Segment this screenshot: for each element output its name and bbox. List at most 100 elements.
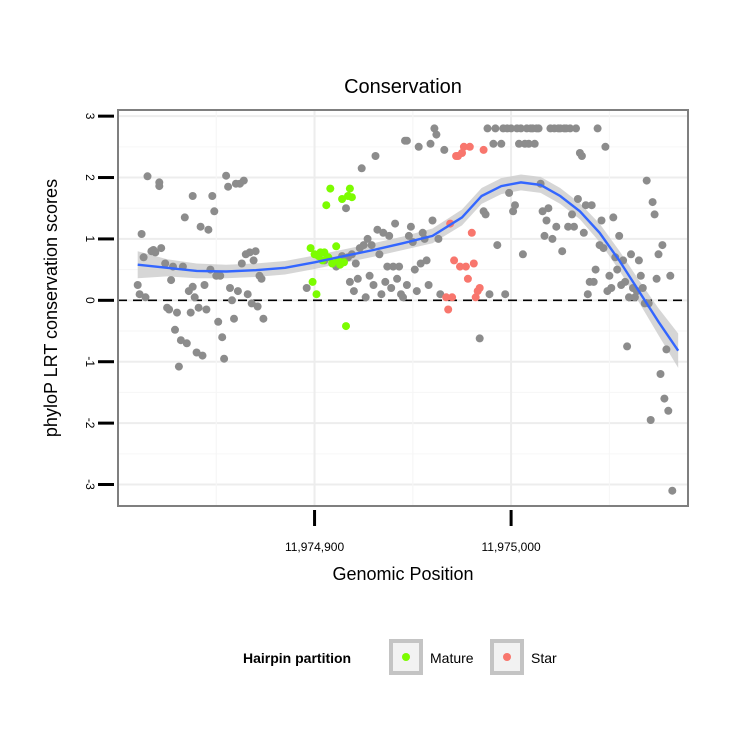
- data-point-other: [198, 351, 207, 360]
- data-point-other: [436, 290, 445, 299]
- data-point-other: [646, 416, 655, 424]
- data-point-other: [481, 210, 490, 219]
- data-point-other: [636, 271, 645, 280]
- data-point-other: [483, 124, 492, 133]
- data-point-other: [615, 231, 624, 240]
- data-point-star: [465, 142, 474, 151]
- data-point-other: [581, 201, 590, 210]
- data-point-mature: [312, 290, 321, 299]
- smooth-trend-line: [137, 181, 680, 352]
- data-point-other: [440, 145, 449, 154]
- data-point-other: [359, 241, 368, 250]
- data-point-other: [243, 290, 252, 299]
- data-point-other: [534, 124, 543, 133]
- data-point-other: [302, 284, 311, 292]
- data-point-other: [625, 293, 633, 302]
- y-tick-label: -2: [83, 418, 97, 429]
- data-point-other: [418, 228, 427, 237]
- data-point-other: [485, 290, 494, 299]
- data-point-star: [442, 293, 451, 302]
- data-point-other: [530, 139, 539, 148]
- data-point-other: [660, 394, 669, 403]
- data-point-other: [648, 198, 657, 207]
- data-point-other: [505, 188, 514, 197]
- data-point-other: [165, 305, 174, 314]
- data-point-star: [458, 149, 466, 157]
- data-point-other: [186, 308, 195, 317]
- data-point-other: [428, 216, 437, 225]
- data-point-other: [174, 362, 183, 371]
- data-point-other: [573, 195, 582, 203]
- data-point-other: [516, 124, 525, 133]
- data-point-other: [259, 314, 268, 323]
- data-point-other: [491, 124, 500, 133]
- data-point-other: [192, 348, 201, 357]
- data-point-other: [361, 293, 370, 302]
- data-point-other: [379, 228, 388, 237]
- data-point-other: [176, 336, 185, 345]
- data-point-other: [363, 234, 372, 243]
- data-point-mature: [342, 322, 350, 331]
- legend: Hairpin partition Mature Star: [243, 639, 557, 675]
- data-point-other: [406, 222, 415, 231]
- data-point-mature: [338, 195, 347, 203]
- data-point-other: [377, 290, 386, 299]
- data-point-other: [597, 216, 606, 225]
- plot-grid: [118, 110, 688, 506]
- data-point-other: [373, 225, 382, 234]
- data-point-other: [404, 231, 413, 240]
- data-point-other: [564, 222, 573, 231]
- data-point-other: [509, 207, 518, 216]
- data-point-other: [666, 271, 675, 280]
- data-point-other: [133, 281, 142, 289]
- y-tick-label: 2: [83, 174, 97, 181]
- data-point-other: [351, 259, 360, 268]
- data-point-other: [489, 139, 498, 148]
- data-point-other: [652, 274, 661, 283]
- data-point-other: [662, 345, 671, 354]
- data-point-other: [210, 207, 219, 216]
- data-point-other: [589, 277, 598, 286]
- data-point-other: [233, 287, 242, 296]
- data-point-other: [515, 139, 523, 148]
- data-point-other: [182, 339, 191, 348]
- data-point-star: [463, 274, 472, 283]
- data-point-other: [591, 265, 600, 274]
- data-point-mature: [308, 277, 317, 286]
- data-point-other: [572, 124, 580, 133]
- data-point-other: [180, 213, 189, 222]
- data-point-other: [609, 213, 618, 222]
- data-point-other: [349, 287, 358, 296]
- data-point-other: [422, 256, 431, 265]
- data-point-star: [471, 293, 480, 302]
- data-point-other: [237, 259, 246, 268]
- data-point-mature: [347, 193, 356, 202]
- y-tick-label: 1: [83, 236, 97, 243]
- data-point-mature: [328, 259, 337, 268]
- data-point-other: [668, 486, 677, 495]
- data-point-other: [342, 204, 350, 213]
- data-point-star: [461, 262, 470, 271]
- data-point-other: [630, 293, 639, 302]
- data-point-other: [173, 308, 181, 317]
- x-tick-label: 11,974,900: [285, 540, 344, 554]
- data-point-other: [493, 241, 502, 250]
- data-point-other: [224, 182, 233, 191]
- data-point-star: [475, 284, 484, 292]
- data-point-other: [249, 256, 258, 265]
- data-point-other: [381, 277, 390, 286]
- data-point-other: [353, 274, 362, 283]
- data-point-other: [200, 281, 209, 289]
- data-point-star: [444, 305, 453, 314]
- data-point-mature: [322, 201, 331, 210]
- data-point-other: [157, 244, 166, 253]
- data-point-other: [395, 262, 404, 271]
- data-point-other: [518, 250, 527, 259]
- data-point-other: [501, 290, 510, 299]
- data-point-other: [621, 277, 630, 286]
- y-tick-label: 0: [83, 297, 97, 304]
- data-point-other: [218, 333, 227, 342]
- data-point-other: [593, 124, 602, 133]
- data-point-other: [658, 241, 667, 250]
- data-point-star: [450, 256, 459, 265]
